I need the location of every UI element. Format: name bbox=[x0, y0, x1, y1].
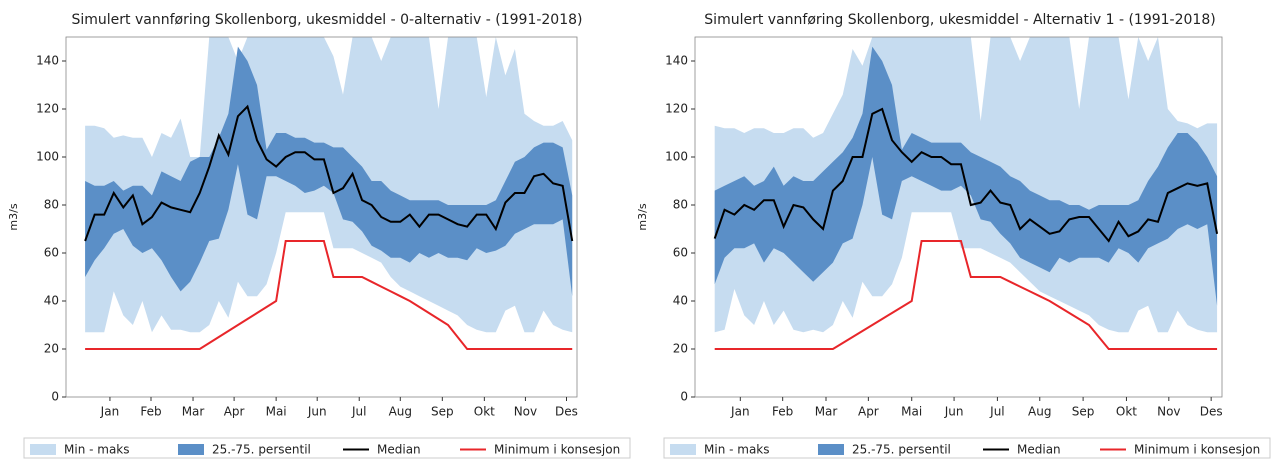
y-tick-label: 120 bbox=[36, 102, 59, 116]
y-tick-label: 0 bbox=[680, 390, 688, 404]
y-tick-label: 140 bbox=[36, 54, 59, 68]
x-tick-label: Mar bbox=[182, 405, 205, 419]
y-axis-label: m3/s bbox=[636, 203, 649, 230]
chart-title: Simulert vannføring Skollenborg, ukesmid… bbox=[704, 12, 1215, 28]
x-tick-label: Jul bbox=[989, 405, 1004, 419]
legend-box bbox=[23, 437, 631, 459]
legend-label: Min - maks bbox=[64, 443, 130, 457]
legend-label: Min - maks bbox=[704, 443, 770, 457]
legend-swatch bbox=[178, 444, 204, 455]
legend-label: Median bbox=[1017, 443, 1061, 457]
x-tick-label: Mai bbox=[266, 405, 287, 419]
x-tick-label: Des bbox=[1200, 405, 1223, 419]
x-tick-label: Jan bbox=[730, 405, 750, 419]
y-tick-label: 80 bbox=[673, 198, 688, 212]
y-tick-label: 20 bbox=[44, 342, 59, 356]
legend-swatch bbox=[30, 444, 56, 455]
x-tick-label: Nov bbox=[1157, 405, 1180, 419]
x-tick-label: Jun bbox=[944, 405, 964, 419]
x-tick-label: Jul bbox=[351, 405, 366, 419]
y-tick-label: 120 bbox=[665, 102, 688, 116]
x-tick-label: Mar bbox=[815, 405, 838, 419]
legend-label: Median bbox=[377, 443, 421, 457]
x-tick-label: Jun bbox=[307, 405, 327, 419]
legend-swatch bbox=[670, 444, 696, 455]
frame bbox=[65, 36, 578, 398]
y-tick-label: 140 bbox=[665, 54, 688, 68]
line bbox=[713, 107, 1219, 243]
y-tick-label: 100 bbox=[36, 150, 59, 164]
x-tick-label: Aug bbox=[1028, 405, 1051, 419]
y-axis-label: m3/s bbox=[7, 203, 20, 230]
legend-label: 25.-75. persentil bbox=[212, 443, 311, 457]
band-area bbox=[85, 46, 573, 297]
line bbox=[85, 240, 573, 350]
band-area bbox=[714, 46, 1218, 306]
y-tick-label: 60 bbox=[673, 246, 688, 260]
x-tick-label: Feb bbox=[772, 405, 793, 419]
line bbox=[84, 104, 574, 242]
x-tick-label: Okt bbox=[474, 405, 495, 419]
x-tick-label: Nov bbox=[514, 405, 537, 419]
legend-box bbox=[663, 437, 1271, 459]
y-tick-label: 20 bbox=[673, 342, 688, 356]
x-tick-label: Mai bbox=[901, 405, 922, 419]
legend-label: Minimum i konsesjon bbox=[494, 443, 620, 457]
line bbox=[714, 240, 1218, 350]
x-tick-label: Jan bbox=[100, 405, 120, 419]
x-tick-label: Okt bbox=[1116, 405, 1137, 419]
y-tick-label: 60 bbox=[44, 246, 59, 260]
x-tick-label: Sep bbox=[1072, 405, 1095, 419]
x-tick-label: Aug bbox=[389, 405, 412, 419]
legend-swatch bbox=[818, 444, 844, 455]
y-tick-label: 40 bbox=[673, 294, 688, 308]
y-tick-label: 40 bbox=[44, 294, 59, 308]
chart-title: Simulert vannføring Skollenborg, ukesmid… bbox=[71, 12, 582, 28]
y-tick-label: 80 bbox=[44, 198, 59, 212]
x-tick-label: Feb bbox=[140, 405, 161, 419]
x-tick-label: Des bbox=[555, 405, 578, 419]
x-tick-label: Apr bbox=[858, 405, 879, 419]
frame bbox=[694, 36, 1223, 398]
legend-label: Minimum i konsesjon bbox=[1134, 443, 1260, 457]
y-tick-label: 0 bbox=[51, 390, 59, 404]
x-tick-label: Sep bbox=[431, 405, 454, 419]
x-tick-label: Apr bbox=[224, 405, 245, 419]
legend-label: 25.-75. persentil bbox=[852, 443, 951, 457]
y-tick-label: 100 bbox=[665, 150, 688, 164]
